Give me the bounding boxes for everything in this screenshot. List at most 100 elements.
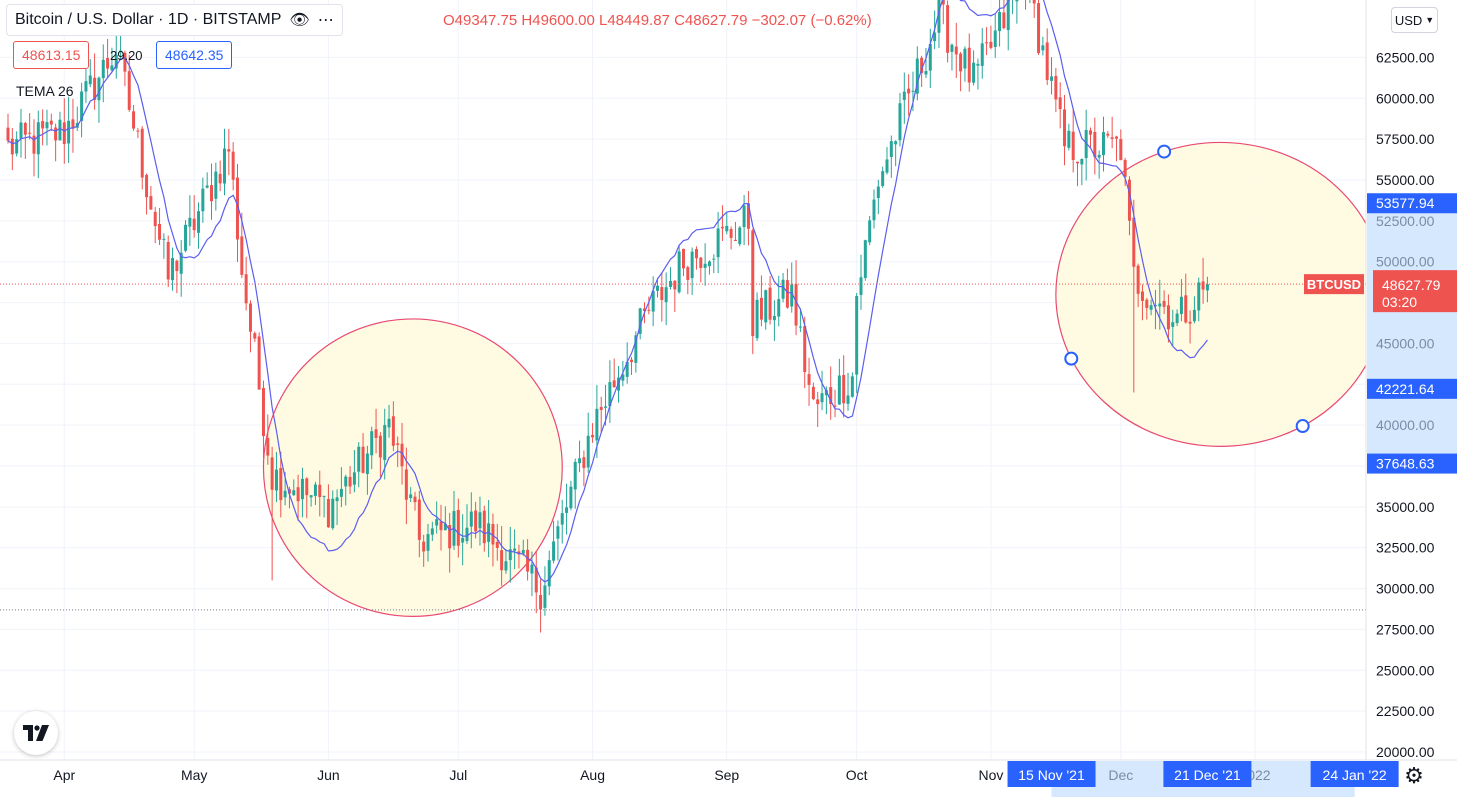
candle-body (1188, 321, 1192, 324)
candle-body (591, 434, 595, 438)
candle-body (690, 251, 694, 279)
candle-body (218, 173, 222, 184)
candle-body (448, 525, 452, 549)
ohlc-open: O49347.75 (443, 12, 518, 29)
price-tick-label: 20000.00 (1376, 744, 1435, 760)
candle-body (145, 174, 149, 198)
tema-legend[interactable]: TEMA 26 (16, 83, 74, 99)
candle-body (924, 71, 928, 75)
candle-body (707, 261, 711, 267)
candle-body (1089, 130, 1092, 135)
candle-body (326, 499, 330, 528)
candle-body (742, 205, 746, 228)
candle-body (166, 242, 170, 280)
candle-body (586, 435, 590, 468)
ohlc-change: −302.07 (−0.62%) (751, 12, 872, 29)
eye-icon[interactable]: 👁 (289, 12, 310, 29)
candle-body (647, 309, 651, 311)
candle-body (23, 122, 27, 135)
candle-body (1067, 130, 1071, 148)
month-tick-label: May (181, 767, 207, 783)
candle-body (630, 359, 634, 363)
candle-body (998, 12, 1002, 32)
level-label-bg (1367, 378, 1457, 399)
candle-body (413, 496, 417, 503)
price-tick-label: 55000.00 (1376, 172, 1435, 188)
more-icon[interactable]: ⋯ (317, 12, 334, 29)
candle-body (41, 121, 45, 129)
candle-body (660, 287, 664, 301)
chart-header: Bitcoin / U.S. Dollar · 1D · BITSTAMP 👁 … (0, 0, 1365, 38)
candle-body (911, 90, 915, 92)
currency-selector[interactable]: USD ▼ (1391, 7, 1438, 33)
candle-body (36, 122, 40, 155)
candle-body (694, 249, 698, 259)
candle-body (504, 561, 508, 571)
candle-body (1158, 303, 1162, 307)
candle-body (179, 252, 183, 274)
candle-body (816, 399, 820, 405)
candle-body (803, 326, 807, 373)
candle-body (751, 230, 755, 337)
candle-body (283, 490, 287, 498)
candle-body (625, 361, 629, 377)
candle-body (599, 406, 603, 410)
last-price-value: 48627.79 (1382, 277, 1441, 293)
candle-body (933, 32, 937, 42)
candle-body (720, 226, 724, 229)
candle-body (907, 88, 911, 94)
buy-button[interactable]: 48642.35 (156, 41, 233, 69)
month-tick-label: Jul (449, 767, 467, 783)
candle-body (902, 91, 906, 100)
candle-body (357, 446, 361, 472)
date-label: 21 Dec '21 (1174, 767, 1241, 783)
candle-body (10, 138, 14, 155)
candle-body (621, 374, 625, 381)
candle-body (876, 186, 880, 198)
candle-body (80, 91, 84, 121)
candle-body (915, 58, 919, 94)
candle-body (530, 564, 534, 574)
candle-body (348, 476, 352, 487)
candle-body (1037, 3, 1041, 54)
candle-body (716, 228, 720, 258)
candle-body (811, 386, 815, 400)
tradingview-logo[interactable] (14, 711, 58, 755)
gear-icon[interactable]: ⚙ (1404, 763, 1424, 788)
candle-body (1097, 154, 1101, 158)
candle-body (781, 279, 785, 299)
candle-body (1201, 281, 1205, 290)
candle-body (733, 239, 737, 241)
candle-body (1175, 313, 1179, 324)
candle-body (872, 199, 876, 221)
candle-body (344, 476, 348, 487)
candle-body (149, 196, 153, 210)
candle-body (6, 127, 10, 141)
candle-body (785, 280, 789, 308)
tema-line-path (7, 0, 1208, 583)
candle-body (1205, 284, 1209, 291)
candle-body (842, 374, 846, 404)
candle-body (422, 541, 426, 552)
candle-body (339, 488, 343, 497)
candle-body (972, 62, 976, 83)
candle-body (686, 267, 690, 280)
candle-body (322, 495, 326, 497)
date-label: 15 Nov '21 (1018, 767, 1085, 783)
month-tick-label: Sep (714, 767, 739, 783)
symbol-title[interactable]: Bitcoin / U.S. Dollar · 1D · BITSTAMP (15, 11, 282, 28)
candle-body (28, 132, 32, 134)
symbol-box[interactable]: Bitcoin / U.S. Dollar · 1D · BITSTAMP 👁 … (6, 4, 343, 36)
candle-body (396, 443, 400, 445)
candle-body (88, 75, 92, 85)
candle-body (1093, 131, 1097, 158)
candle-body (244, 274, 248, 304)
price-tick-label: 60000.00 (1376, 90, 1435, 106)
candle-body (58, 119, 62, 141)
candle-body (1136, 265, 1140, 294)
candle-body (712, 258, 716, 260)
candle-body (668, 281, 672, 287)
candle-body (261, 387, 265, 437)
sell-button[interactable]: 48613.15 (13, 41, 90, 69)
